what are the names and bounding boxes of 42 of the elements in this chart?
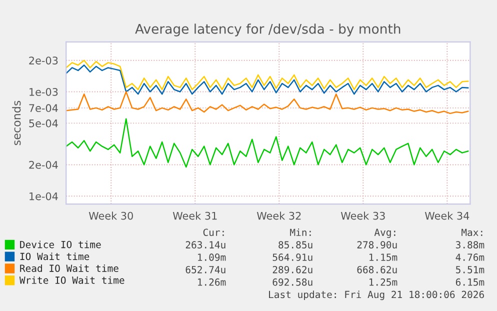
legend-label: Device IO time [20, 240, 101, 248]
text: 6.15m [456, 278, 484, 286]
text: 278.90u [357, 241, 397, 248]
text: Min: [290, 228, 311, 236]
line-series [66, 60, 469, 90]
y-tick-label: 2e-03 [29, 56, 58, 64]
text: 668.62u [357, 266, 397, 274]
line-series [66, 118, 469, 168]
x-tick-label: Week 30 [88, 212, 133, 220]
y-tick-label: 1e-03 [30, 88, 58, 96]
text: 1.15m [370, 254, 398, 261]
text: 263.14u [186, 241, 226, 248]
line-series [66, 64, 469, 95]
x-tick-label: Week 32 [256, 212, 301, 220]
line-series [66, 91, 469, 114]
text: 692.58u [272, 278, 312, 286]
text: 3.88m [456, 241, 484, 248]
text: 1.26m [198, 278, 226, 286]
y-tick-label: 7e-04 [29, 104, 58, 112]
chart-title: Average latency for /dev/sda - by month [135, 24, 400, 36]
x-tick-label: Week 34 [424, 212, 470, 220]
y-axis-title: seconds [12, 100, 21, 146]
text: 4.76m [456, 254, 484, 261]
legend-label: Write IO Wait time [19, 276, 124, 284]
text: Avg: [374, 228, 396, 238]
y-tick-label: 1e-04 [30, 192, 58, 200]
x-tick-label: Week 33 [340, 212, 385, 220]
text: 1.25m [370, 278, 398, 286]
text: 564.91u [272, 254, 312, 261]
legend-label: Read IO Wait time [20, 264, 118, 272]
text: 1.09m [198, 254, 226, 261]
text: Last update: Fri Aug 21 18:00:06 2026 [269, 290, 484, 300]
text: 5.51m [456, 266, 484, 274]
text: Cur: [203, 228, 224, 236]
y-tick-label: 5e-04 [29, 119, 58, 128]
text: 85.85u [278, 241, 312, 248]
text: Max: [462, 228, 482, 236]
x-tick-label: Week 31 [172, 212, 217, 220]
y-tick-label: 2e-04 [29, 160, 58, 169]
text: 652.74u [186, 266, 226, 274]
text: 289.62u [272, 266, 312, 274]
legend-label: IO Wait time [20, 252, 90, 260]
